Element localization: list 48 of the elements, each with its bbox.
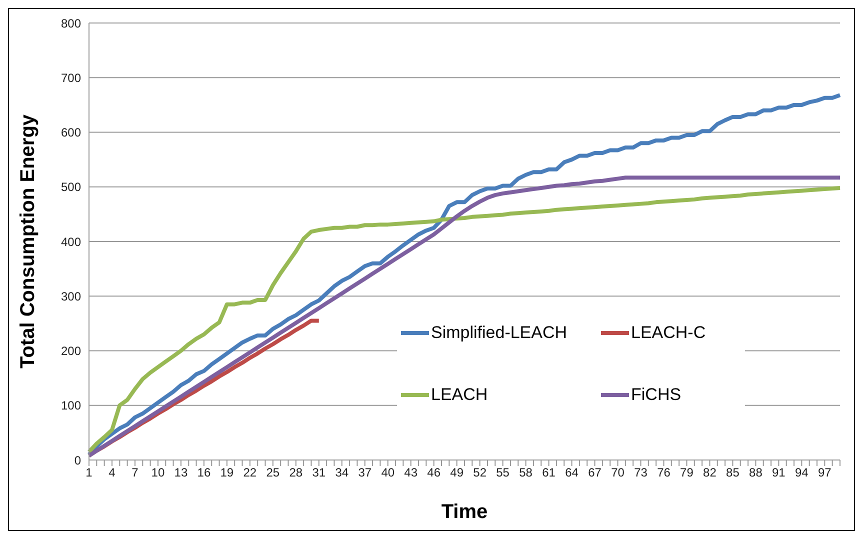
legend-label: FiCHS: [631, 385, 682, 405]
x-tick-label: 40: [381, 466, 395, 480]
legend-label: Simplified-LEACH: [431, 323, 568, 343]
y-tick-label: 800: [60, 16, 82, 30]
x-tick-label: 10: [151, 466, 165, 480]
x-tick-label: 76: [657, 466, 671, 480]
x-tick-label: 52: [473, 466, 487, 480]
y-tick-label: 100: [60, 398, 82, 413]
x-tick-label: 1: [86, 466, 93, 480]
legend-label: LEACH: [431, 385, 488, 405]
x-tick-label: 13: [174, 466, 188, 480]
x-tick-label: 34: [335, 466, 349, 480]
x-axis-title: Time: [441, 501, 488, 523]
x-tick-label: 25: [266, 466, 280, 480]
x-tick-label: 4: [108, 466, 116, 480]
x-tick-label: 85: [726, 466, 740, 480]
x-tick-label: 46: [427, 466, 441, 480]
x-tick-label: 31: [312, 466, 326, 480]
y-tick-label: 400: [60, 234, 82, 249]
y-tick-label: 700: [60, 70, 82, 85]
y-tick-label: 0: [74, 453, 82, 468]
x-tick-label: 58: [519, 466, 533, 480]
x-tick-label: 94: [795, 466, 809, 480]
x-tick-label: 37: [358, 466, 372, 480]
x-tick-label: 64: [565, 466, 579, 480]
y-axis-title: Total Consumption Energy: [17, 114, 40, 369]
x-tick-label: 82: [703, 466, 717, 480]
y-tick-label: 200: [60, 344, 82, 358]
legend-label: LEACH-C: [631, 323, 706, 343]
x-tick-label: 55: [496, 466, 510, 480]
x-tick-label: 28: [289, 466, 303, 480]
x-tick-label: 7: [132, 466, 139, 480]
y-tick-label: 500: [60, 180, 82, 194]
x-tick-label: 19: [220, 466, 234, 480]
y-tick-label: 600: [60, 126, 82, 140]
x-tick-label: 61: [542, 466, 556, 480]
x-tick-label: 67: [588, 466, 602, 480]
x-tick-label: 43: [404, 466, 418, 480]
x-tick-label: 73: [634, 466, 648, 480]
x-tick-label: 88: [749, 466, 763, 480]
x-tick-label: 16: [197, 466, 211, 480]
x-tick-label: 49: [450, 466, 464, 480]
x-tick-label: 22: [243, 466, 257, 480]
x-tick-label: 79: [680, 466, 694, 480]
x-tick-label: 97: [818, 466, 832, 480]
y-tick-label: 300: [60, 289, 82, 304]
x-tick-label: 70: [611, 466, 625, 480]
x-tick-label: 91: [772, 466, 786, 480]
